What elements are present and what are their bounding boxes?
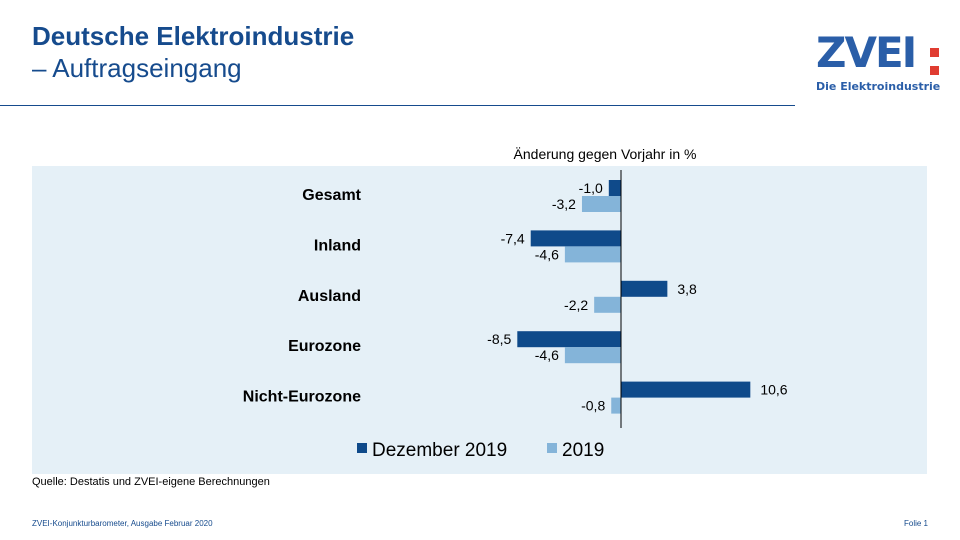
logo-wordmark: ZVEI — [816, 28, 917, 77]
title-line-2: – Auftragseingang — [32, 53, 242, 83]
bar-2019 — [564, 246, 621, 263]
data-label: -4,6 — [535, 246, 559, 262]
category-label: Gesamt — [302, 187, 361, 204]
data-label: -1,0 — [579, 180, 603, 196]
legend-swatch — [357, 443, 367, 453]
legend-swatch — [547, 443, 557, 453]
title-line-1: Deutsche Elektroindustrie — [32, 21, 355, 51]
category-label: Eurozone — [288, 338, 361, 355]
bar-2019 — [594, 296, 621, 313]
logo-tagline: Die Elektroindustrie — [816, 80, 941, 93]
data-label: -3,2 — [552, 196, 576, 212]
bar-dezember-2019 — [530, 230, 621, 247]
category-label: Inland — [314, 237, 361, 254]
zvei-logo: ZVEI Die Elektroindustrie — [810, 28, 945, 98]
data-label: 3,8 — [677, 281, 697, 297]
legend-label: Dezember 2019 — [372, 440, 507, 461]
legend-label: 2019 — [562, 440, 604, 461]
bar-2019 — [611, 397, 621, 414]
chart-panel: Gesamt -1,0 -3,2 Inland -7,4 -4,6 Ausland 3,8 -2… — [32, 166, 927, 474]
data-label: -7,4 — [501, 230, 525, 246]
data-label: -2,2 — [564, 297, 588, 313]
data-label: -0,8 — [581, 398, 605, 414]
bar-chart: Gesamt -1,0-3,2 Inland -7,4 -4,6 Ausland 3,8 -2… — [243, 170, 788, 461]
data-label: -4,6 — [535, 347, 559, 363]
category-label: Ausland — [298, 288, 361, 305]
category-label: Nicht-Eurozone — [243, 389, 361, 406]
data-label: -8,5 — [487, 331, 511, 347]
footer-publication: ZVEI-Konjunkturbarometer, Ausgabe Februa… — [32, 519, 213, 528]
bar-dezember-2019 — [517, 331, 621, 348]
footer-slide-number: Folie 1 — [903, 519, 928, 528]
bar-dezember-2019 — [608, 180, 621, 196]
bar-2019 — [564, 347, 621, 364]
data-label: 10,6 — [760, 382, 787, 398]
bar-dezember-2019 — [621, 280, 668, 297]
bar-2019 — [581, 196, 621, 212]
header-divider — [0, 105, 795, 106]
source-note: Quelle: Destatis und ZVEI-eigene Berechn… — [32, 476, 270, 488]
page-title: Deutsche Elektroindustrie – Auftragseing… — [32, 20, 354, 84]
logo-colon-icon — [930, 44, 940, 78]
chart-axis-title: Änderung gegen Vorjahr in % — [513, 146, 697, 162]
bar-dezember-2019 — [621, 381, 751, 398]
